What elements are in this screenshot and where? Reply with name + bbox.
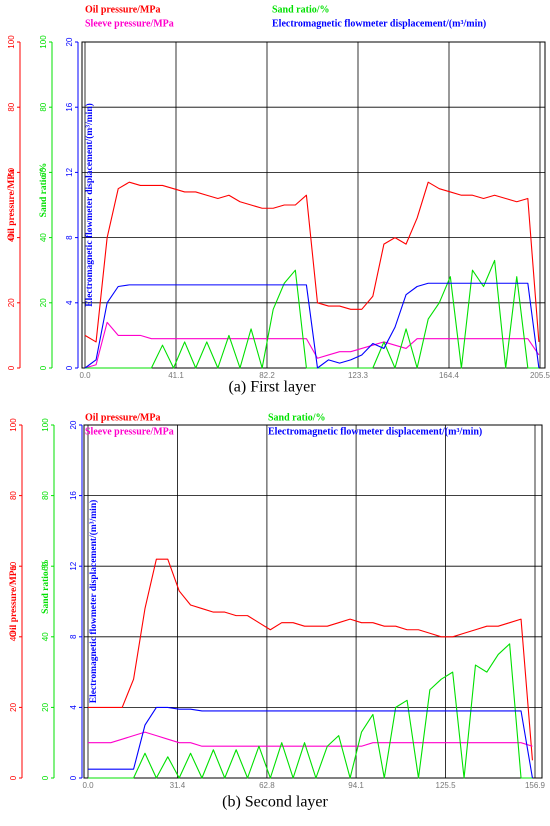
x-tick-label: 0.0 [79, 371, 91, 380]
y-tick-label: 8 [65, 235, 74, 240]
y-axis-label: Sand ratio/% [39, 163, 49, 218]
y-tick-label: 40 [7, 233, 16, 242]
y-tick-label: 20 [69, 420, 78, 429]
legend-entry: Sand ratio/% [272, 4, 330, 15]
legend-entry: Oil pressure/MPa [85, 4, 160, 15]
series-line [88, 558, 533, 761]
y-tick-label: 4 [65, 300, 74, 305]
y-tick-label: 20 [41, 702, 50, 711]
series-line [84, 282, 540, 369]
y-tick-label: 0 [41, 775, 50, 780]
caption: (b) Second layer [222, 794, 328, 811]
y-tick-label: 100 [9, 418, 18, 432]
legend-entry: Oil pressure/MPa [85, 412, 160, 423]
y-tick-label: 40 [41, 632, 50, 641]
x-tick-label: 125.5 [436, 781, 457, 790]
plot-frame [83, 424, 543, 779]
x-tick-label: 156.9 [525, 781, 546, 790]
x-tick-label: 62.8 [259, 781, 275, 790]
y-tick-label: 60 [41, 561, 50, 570]
y-tick-label: 60 [9, 561, 18, 570]
y-tick-label: 12 [69, 561, 78, 570]
x-tick-label: 0.0 [82, 781, 94, 790]
y-tick-label: 0 [39, 365, 48, 370]
y-axis-label: Electromagnetic flowmeter displacement/(… [84, 103, 95, 307]
caption: (a) First layer [228, 379, 316, 396]
y-tick-label: 100 [7, 35, 16, 49]
x-tick-label: 123.3 [348, 371, 369, 380]
series-line [88, 706, 533, 779]
y-axis-label: Electromagnetic flowmeter displacement/(… [88, 500, 99, 704]
y-tick-label: 12 [65, 167, 74, 176]
y-tick-label: 100 [41, 418, 50, 432]
y-tick-label: 20 [7, 298, 16, 307]
legend-entry: Sleeve pressure/MPa [85, 426, 174, 437]
x-tick-label: 94.1 [348, 781, 364, 790]
x-tick-label: 164.4 [439, 371, 460, 380]
legend-entry: Electromagnetic flowmeter displacement/(… [272, 18, 486, 29]
series-line [88, 731, 533, 747]
plot-frame [81, 41, 546, 369]
y-axis-label: Oil pressure/MPa [9, 565, 19, 637]
x-tick-label: 82.2 [259, 371, 275, 380]
x-tick-label: 31.4 [170, 781, 186, 790]
y-tick-label: 100 [39, 35, 48, 49]
x-tick-label: 205.5 [530, 371, 550, 380]
y-tick-label: 60 [39, 167, 48, 176]
y-tick-label: 80 [41, 491, 50, 500]
y-tick-label: 60 [7, 167, 16, 176]
series-line [88, 643, 533, 779]
legend-entry: Sleeve pressure/MPa [85, 18, 174, 29]
y-axis-label: Sand ratio/% [41, 559, 51, 614]
y-tick-label: 0 [69, 775, 78, 780]
y-tick-label: 80 [9, 491, 18, 500]
legend-entry: Sand ratio/% [268, 412, 326, 423]
y-tick-label: 16 [65, 102, 74, 111]
x-tick-label: 41.1 [168, 371, 184, 380]
y-axis-label: Oil pressure/MPa [7, 169, 17, 241]
y-tick-label: 16 [69, 491, 78, 500]
y-tick-label: 8 [69, 634, 78, 639]
y-tick-label: 20 [39, 298, 48, 307]
series-line [84, 181, 540, 343]
y-tick-label: 40 [39, 233, 48, 242]
y-tick-label: 20 [9, 702, 18, 711]
y-tick-label: 80 [7, 102, 16, 111]
y-tick-label: 0 [7, 365, 16, 370]
series-line [84, 321, 540, 369]
y-tick-label: 40 [9, 632, 18, 641]
y-tick-label: 0 [65, 365, 74, 370]
series-line [85, 259, 539, 369]
legend-entry: Electromagnetic flowmeter displacement/(… [268, 426, 482, 437]
y-tick-label: 20 [65, 37, 74, 46]
y-tick-label: 80 [39, 102, 48, 111]
y-tick-label: 4 [69, 705, 78, 710]
y-tick-label: 0 [9, 775, 18, 780]
